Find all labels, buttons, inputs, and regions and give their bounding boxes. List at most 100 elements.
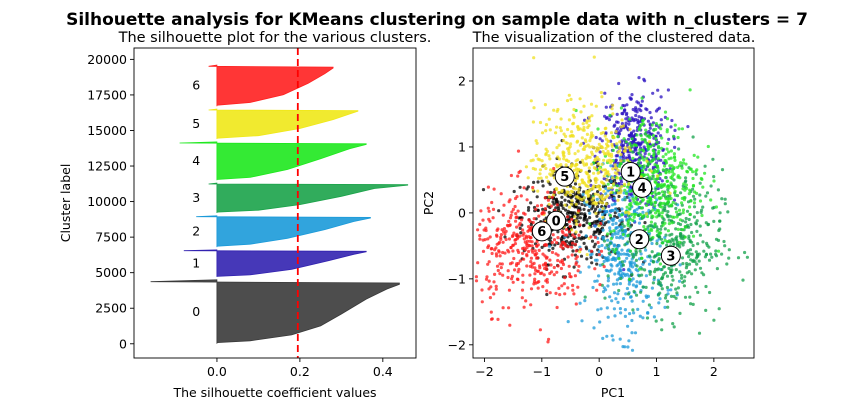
data-point xyxy=(687,217,691,222)
data-point xyxy=(625,272,629,276)
data-point xyxy=(611,256,616,260)
data-point xyxy=(568,224,572,228)
data-point xyxy=(583,295,587,299)
data-point xyxy=(636,307,640,311)
data-point xyxy=(540,245,544,249)
data-point xyxy=(615,112,619,116)
data-point xyxy=(526,176,530,180)
data-point xyxy=(672,184,676,189)
data-point xyxy=(508,198,512,202)
silhouette-cluster-1 xyxy=(183,249,367,277)
data-point xyxy=(587,176,591,180)
data-point xyxy=(596,162,601,166)
data-point xyxy=(491,207,496,211)
data-point xyxy=(636,141,641,145)
data-point xyxy=(622,224,626,228)
data-point xyxy=(676,165,680,169)
data-point xyxy=(577,187,581,191)
data-point xyxy=(538,120,543,125)
data-point xyxy=(515,277,520,281)
data-point xyxy=(584,144,588,148)
data-point xyxy=(614,221,618,225)
data-point xyxy=(665,128,669,132)
data-point xyxy=(533,266,537,270)
data-point xyxy=(741,278,745,282)
data-point xyxy=(507,237,511,241)
data-point xyxy=(518,221,522,225)
data-point xyxy=(604,116,609,120)
data-point xyxy=(588,139,592,143)
data-point xyxy=(616,300,620,304)
data-point xyxy=(507,250,511,254)
data-point xyxy=(569,164,573,168)
data-point xyxy=(535,256,539,260)
data-point xyxy=(626,268,631,272)
data-point xyxy=(683,235,687,239)
data-point xyxy=(525,198,529,202)
data-point xyxy=(640,99,644,103)
silhouette-x-ticks: 0.0 0.2 0.4 xyxy=(207,358,393,379)
data-point xyxy=(691,184,696,188)
data-point xyxy=(567,220,572,224)
data-point xyxy=(654,211,658,215)
data-point xyxy=(637,161,641,165)
data-point xyxy=(678,176,682,180)
data-point xyxy=(617,236,622,240)
data-point xyxy=(651,208,655,212)
data-point xyxy=(574,249,579,253)
data-point xyxy=(628,156,632,160)
data-point xyxy=(604,186,608,190)
data-point xyxy=(615,251,620,255)
data-point xyxy=(566,320,570,324)
data-point xyxy=(648,272,652,276)
data-point xyxy=(658,123,662,127)
data-point xyxy=(618,140,622,144)
data-point xyxy=(639,153,643,157)
y-tick-label: 2500 xyxy=(95,301,127,316)
center-marker xyxy=(632,177,653,198)
silhouette-cluster-label: 2 xyxy=(192,223,200,238)
data-point xyxy=(618,219,622,223)
data-point xyxy=(688,212,692,216)
data-point xyxy=(627,192,631,196)
data-point xyxy=(604,137,609,141)
data-point xyxy=(532,56,536,60)
data-point xyxy=(588,204,592,209)
data-point xyxy=(647,140,651,144)
data-point xyxy=(663,235,667,240)
data-point xyxy=(630,331,634,335)
data-point xyxy=(631,156,635,160)
data-point xyxy=(698,224,702,228)
scatter-y-ticks: −2 −1 0 1 2 xyxy=(448,73,473,352)
data-point xyxy=(502,227,506,231)
data-point xyxy=(494,287,498,291)
data-point xyxy=(485,275,489,279)
data-point xyxy=(665,285,670,290)
data-point xyxy=(544,153,548,157)
center-marker xyxy=(629,229,650,250)
data-point xyxy=(513,196,518,201)
data-point xyxy=(688,240,692,244)
data-point xyxy=(543,207,548,211)
data-point xyxy=(617,172,622,176)
data-point xyxy=(650,241,654,246)
data-point xyxy=(659,227,663,231)
silhouette-cluster-6 xyxy=(208,64,334,107)
data-point xyxy=(604,256,608,260)
data-point xyxy=(639,213,643,217)
data-point xyxy=(543,196,547,200)
data-point xyxy=(619,159,623,163)
data-point xyxy=(612,282,616,286)
scatter-axes-frame xyxy=(472,47,755,359)
data-point xyxy=(642,166,646,170)
data-point xyxy=(601,228,605,232)
data-point xyxy=(690,230,694,235)
data-point xyxy=(508,216,513,220)
data-point xyxy=(484,228,488,233)
data-point xyxy=(573,274,578,278)
data-point xyxy=(527,206,531,210)
data-point xyxy=(617,288,621,293)
data-point xyxy=(567,205,572,209)
data-point xyxy=(687,236,691,240)
data-point xyxy=(657,211,661,215)
